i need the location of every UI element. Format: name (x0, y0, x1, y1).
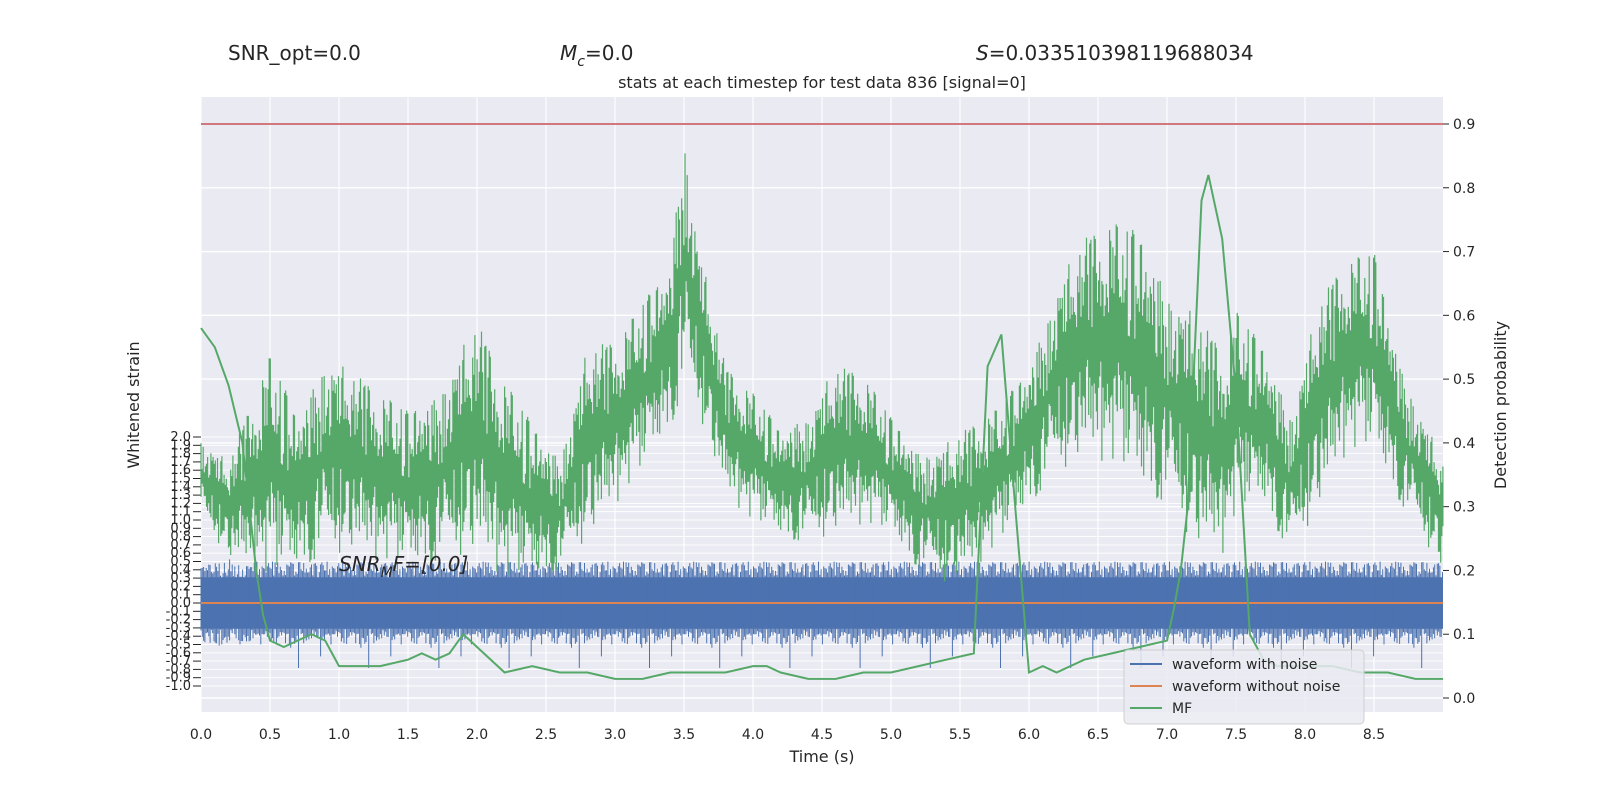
left-tick-label: 1.3 (170, 488, 191, 503)
right-tick-label: 0.7 (1453, 245, 1475, 261)
x-tick-label: 6.0 (1018, 727, 1040, 743)
left-tick-label: 0.3 (170, 571, 191, 586)
left-tick-label: 0.1 (170, 588, 191, 603)
left-tick-label: -0.6 (166, 646, 191, 661)
left-tick-label: -0.9 (166, 671, 191, 686)
left-tick-label: 1.6 (170, 463, 191, 478)
left-tick-label: 1.0 (170, 513, 191, 528)
snr-mf-subscript: M (381, 565, 393, 581)
series-mf-smooth (200, 174, 1443, 680)
left-axis-label: Whitened strain (124, 341, 143, 468)
legend-label-noise: waveform with noise (1172, 657, 1317, 673)
left-tick-label: -0.2 (166, 613, 191, 628)
chart-title: stats at each timestep for test data 836… (618, 73, 1026, 92)
left-tick-label: 1.5 (170, 472, 191, 487)
x-tick-label: 5.0 (880, 727, 902, 743)
right-axis-label: Detection probability (1491, 321, 1510, 489)
left-tick-label: -0.3 (166, 621, 191, 636)
left-tick-label: 1.8 (170, 447, 191, 462)
s-label: S=0.033510398119688034 (976, 41, 1254, 65)
mc-value: =0.0 (585, 41, 634, 65)
right-tick-label: 0.5 (1453, 372, 1475, 388)
x-tick-label: 0.5 (259, 727, 281, 743)
right-tick-label: 0.0 (1453, 691, 1475, 707)
right-tick-label: 0.6 (1453, 308, 1475, 324)
x-tick-label: 0.0 (190, 727, 212, 743)
x-tick-label: 8.0 (1294, 727, 1316, 743)
x-tick-label: 4.0 (742, 727, 764, 743)
left-tick-label: 0.5 (170, 555, 191, 570)
x-tick-label: 7.0 (1156, 727, 1178, 743)
right-tick-label: 0.4 (1453, 436, 1475, 452)
series-mf-noisy (200, 153, 1444, 582)
x-tick-label: 6.5 (1087, 727, 1109, 743)
snr-mf-annotation: SNRMF=[0.0] (339, 552, 468, 581)
mc-subscript: c (577, 54, 585, 70)
left-tick-label: 1.1 (170, 505, 191, 520)
mc-symbol: M (560, 41, 577, 65)
left-tick-label: -0.8 (166, 662, 191, 677)
x-axis-label: Time (s) (788, 747, 854, 766)
x-tick-label: 3.5 (673, 727, 695, 743)
left-tick-label: -0.5 (166, 638, 191, 653)
left-tick-label: -0.1 (166, 604, 191, 619)
left-tick-label: 1.7 (170, 455, 191, 470)
right-tick-label: 0.1 (1453, 627, 1475, 643)
left-tick-label: 0.2 (170, 579, 191, 594)
left-tick-label: -1.0 (166, 679, 191, 694)
legend-box (1123, 649, 1365, 725)
mf-smooth-trace (200, 174, 1443, 680)
left-tick-label: 0.0 (170, 596, 191, 611)
left-tick-label: 1.4 (170, 480, 191, 495)
left-tick-label: 1.2 (170, 496, 191, 511)
left-tick-label: -0.4 (166, 629, 191, 644)
right-tick-label: 0.2 (1453, 563, 1475, 579)
x-tick-label: 1.5 (397, 727, 419, 743)
legend: waveform with noise waveform without noi… (1123, 649, 1365, 725)
x-tick-label: 8.5 (1363, 727, 1385, 743)
s-symbol: S (976, 41, 989, 65)
snr-opt-label: SNR_opt=0.0 (228, 41, 361, 65)
x-tick-label: 5.5 (949, 727, 971, 743)
x-tick-label: 4.5 (811, 727, 833, 743)
snr-mf-value: F=[0.0] (393, 552, 469, 576)
left-tick-label: 2.0 (170, 430, 191, 445)
mf-noisy-trace (200, 153, 1444, 582)
x-tick-label: 2.5 (535, 727, 557, 743)
right-tick-label: 0.9 (1453, 117, 1475, 133)
left-tick-label: -0.7 (166, 654, 191, 669)
left-axis-ticks: 2.01.91.81.71.61.51.41.31.21.11.00.90.80… (166, 430, 201, 694)
right-tick-label: 0.3 (1453, 500, 1475, 516)
left-tick-label: 0.8 (170, 530, 191, 545)
mc-label: Mc=0.0 (560, 41, 634, 70)
x-axis-ticks: 0.0 0.5 1.0 1.5 2.0 2.5 3.0 3.5 4.0 4.5 5.0 5.5 6.0 6… (190, 727, 1385, 743)
left-tick-label: 0.7 (170, 538, 191, 553)
right-tick-label: 0.8 (1453, 181, 1475, 197)
left-tick-label: 0.9 (170, 521, 191, 536)
right-axis-ticks: 0.9 0.8 0.7 0.6 0.5 0.4 0.3 0.2 0.1 0.0 (1443, 117, 1475, 707)
legend-label-clean: waveform without noise (1172, 679, 1340, 695)
x-tick-label: 7.5 (1225, 727, 1247, 743)
snr-mf-symbol: SNR (339, 552, 381, 576)
x-tick-label: 3.0 (604, 727, 626, 743)
left-tick-label: 1.9 (170, 438, 191, 453)
s-value: =0.033510398119688034 (989, 41, 1254, 65)
left-tick-label: 0.4 (170, 563, 191, 578)
x-tick-label: 2.0 (466, 727, 488, 743)
x-tick-label: 1.0 (328, 727, 350, 743)
left-tick-label: 0.6 (170, 546, 191, 561)
legend-label-mf: MF (1172, 701, 1192, 717)
